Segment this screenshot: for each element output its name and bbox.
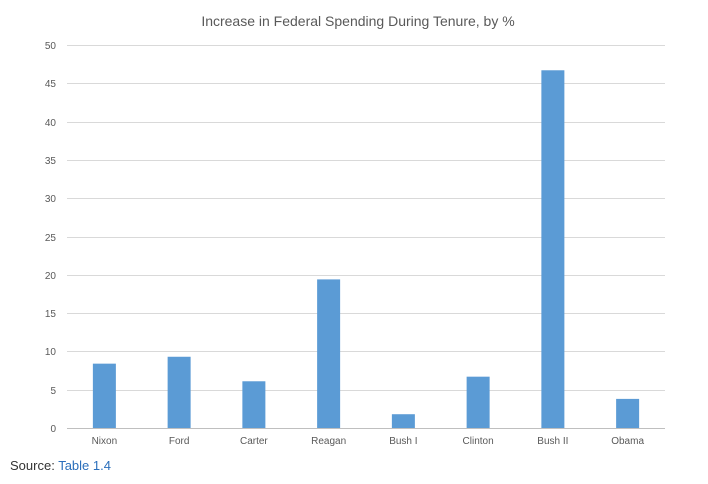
x-tick-label: Bush I [389, 436, 417, 447]
source-note: Source: Table 1.4 [10, 457, 111, 475]
chart-title: Increase in Federal Spending During Tenu… [201, 13, 514, 29]
y-tick-label: 45 [45, 79, 57, 90]
bar-nixon [92, 363, 116, 428]
x-tick-label: Bush II [537, 436, 568, 447]
y-tick-label: 10 [45, 347, 57, 358]
x-tick-label: Obama [611, 436, 644, 447]
bars [92, 70, 640, 428]
x-axis-tick-labels: Nixon Ford Carter Reagan Bush I Clinton Bush I… [92, 436, 645, 447]
y-tick-label: 35 [45, 156, 57, 167]
x-tick-label: Clinton [463, 436, 494, 447]
bar-ford [167, 356, 191, 428]
x-tick-label: Ford [169, 436, 190, 447]
bar-chart: Increase in Federal Spending During Tenu… [45, 13, 665, 447]
bar-reagan [317, 279, 341, 428]
bar-carter [242, 381, 266, 428]
y-tick-label: 25 [45, 233, 57, 244]
y-tick-label: 30 [45, 194, 57, 205]
y-tick-label: 20 [45, 271, 57, 282]
bar-clinton [466, 376, 490, 428]
y-tick-label: 5 [50, 386, 56, 397]
bar-bush-i [391, 414, 415, 428]
x-tick-label: Carter [240, 436, 268, 447]
x-tick-label: Nixon [92, 436, 118, 447]
source-link[interactable]: Table 1.4 [58, 458, 111, 473]
x-tick-label: Reagan [311, 436, 346, 447]
bar-bush-ii [541, 70, 565, 428]
bar-obama [616, 398, 640, 428]
y-tick-label: 15 [45, 309, 57, 320]
source-label: Source: [10, 458, 59, 473]
y-axis-tick-labels: 0 5 10 15 20 25 30 35 40 45 50 [45, 41, 57, 435]
gridlines [67, 45, 665, 429]
y-tick-label: 0 [50, 424, 56, 435]
y-tick-label: 50 [45, 41, 57, 52]
y-tick-label: 40 [45, 118, 57, 129]
